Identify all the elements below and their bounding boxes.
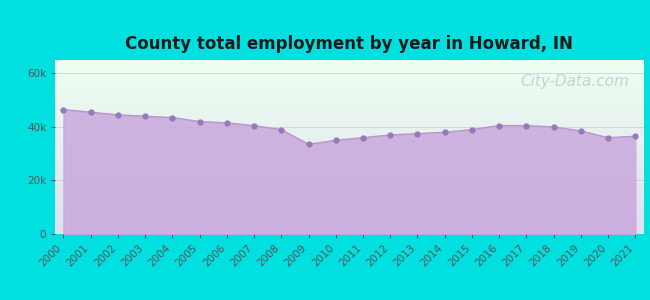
Point xyxy=(603,135,614,140)
Point xyxy=(249,123,259,128)
Point xyxy=(331,138,341,143)
Point xyxy=(494,123,504,128)
Point xyxy=(167,115,177,120)
Point xyxy=(467,127,477,132)
Title: County total employment by year in Howard, IN: County total employment by year in Howar… xyxy=(125,35,573,53)
Point xyxy=(222,121,232,125)
Point xyxy=(304,142,314,147)
Point xyxy=(112,112,123,117)
Point xyxy=(194,119,205,124)
Point xyxy=(439,130,450,135)
Text: City-Data.com: City-Data.com xyxy=(520,74,629,89)
Point xyxy=(85,110,96,115)
Point xyxy=(276,127,287,132)
Point xyxy=(385,133,395,137)
Point xyxy=(412,131,423,136)
Point xyxy=(521,123,532,128)
Point xyxy=(576,128,586,133)
Point xyxy=(358,135,368,140)
Point xyxy=(58,107,69,112)
Point xyxy=(140,114,150,118)
Point xyxy=(630,134,640,139)
Point xyxy=(549,124,559,129)
